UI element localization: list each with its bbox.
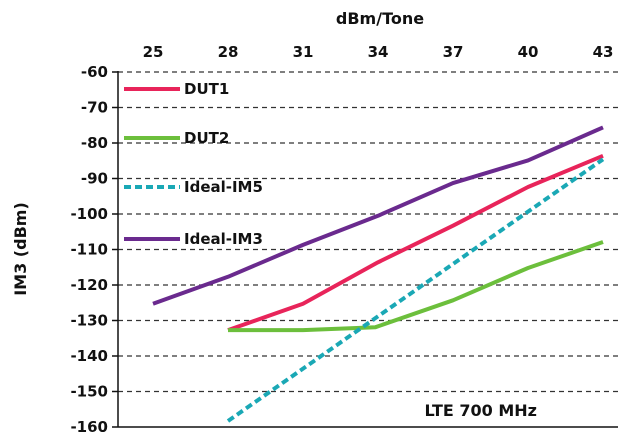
y-tick-label: -150 bbox=[70, 383, 108, 401]
y-tick-label: -60 bbox=[81, 63, 108, 81]
series-line-ideal-im3 bbox=[152, 125, 604, 306]
y-tick-label: -80 bbox=[81, 134, 108, 152]
legend-label: Ideal-IM5 bbox=[184, 178, 263, 196]
chart-annotation: LTE 700 MHz bbox=[424, 401, 537, 420]
x-tick-label: 34 bbox=[368, 43, 389, 61]
y-tick-label: -130 bbox=[70, 312, 108, 330]
x-tick-label: 28 bbox=[218, 43, 239, 61]
series-line-dut2 bbox=[228, 240, 604, 333]
y-tick-label: -100 bbox=[70, 205, 108, 223]
legend-label: DUT1 bbox=[184, 80, 229, 98]
legend: DUT1 DUT2 Ideal-IM5 Ideal-IM3 bbox=[124, 80, 263, 248]
legend-label: Ideal-IM3 bbox=[184, 230, 263, 248]
y-tick-label: -160 bbox=[70, 418, 108, 436]
y-tick-label: -140 bbox=[70, 347, 108, 365]
y-axis-title: IM3 (dBm) bbox=[11, 202, 30, 296]
x-tick-label: 43 bbox=[593, 43, 614, 61]
x-axis-title: dBm/Tone bbox=[336, 9, 424, 28]
y-tick-label: -110 bbox=[70, 241, 108, 259]
x-tick-label: 25 bbox=[143, 43, 164, 61]
x-tick-label: 31 bbox=[293, 43, 314, 61]
y-tick-label: -70 bbox=[81, 99, 108, 117]
series-line-dut1 bbox=[227, 153, 604, 332]
y-tick-label: -120 bbox=[70, 276, 108, 294]
x-tick-label: 40 bbox=[518, 43, 539, 61]
series-layer bbox=[152, 125, 605, 423]
x-tick-labels: 25 28 31 34 37 40 43 bbox=[143, 43, 614, 61]
y-tick-labels: -60 -70 -80 -90 -100 -110 -120 -130 -140 -150 -160 bbox=[70, 63, 118, 436]
y-tick-label: -90 bbox=[81, 170, 108, 188]
legend-label: DUT2 bbox=[184, 129, 229, 147]
x-tick-label: 37 bbox=[443, 43, 464, 61]
